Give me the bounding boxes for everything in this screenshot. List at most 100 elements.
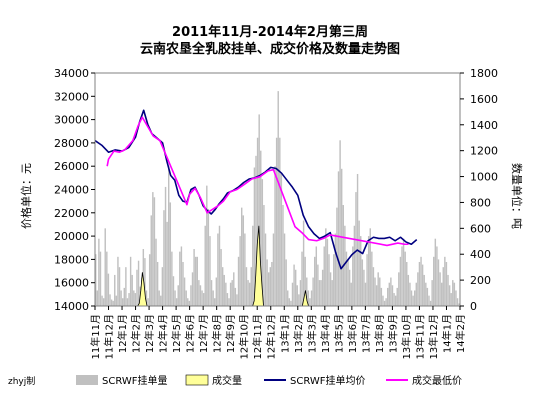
bar-listing-volume [418,261,421,306]
x-tick-label: 13年6月 [346,314,359,353]
bar-listing-volume [210,280,213,306]
bar-listing-volume [193,249,195,306]
bar-listing-volume [239,236,241,306]
bar-listing-volume [287,290,289,306]
bar-listing-volume [288,298,291,306]
bar-listing-volume [137,260,140,306]
bar-listing-volume [347,259,349,306]
bar-listing-volume [147,298,149,306]
bar-listing-volume [290,300,292,306]
bar-listing-volume [241,207,243,306]
bar-listing-volume [204,225,206,306]
bar-listing-volume [436,246,438,306]
bar-listing-volume [248,282,251,306]
bar-listing-volume [225,282,227,306]
bar-listing-volume [214,298,216,306]
bar-listing-volume [221,267,224,306]
bar-listing-volume [366,254,368,306]
bar-listing-volume [429,300,432,306]
bar-listing-volume [333,254,335,306]
bar-listing-volume [339,140,341,306]
bar-listing-volume [334,233,337,306]
x-tick-label: 13年4月 [319,314,332,353]
bar-listing-volume [396,287,398,306]
bar-listing-volume [148,254,151,306]
bar-listing-volume [260,150,262,306]
x-tick-label: 14年2月 [454,314,467,353]
bar-listing-volume [385,298,387,306]
bar-listing-volume [344,225,346,306]
plot-layer [94,73,460,307]
bar-listing-volume [101,295,103,306]
bar-listing-volume [355,192,357,306]
bar-listing-volume [136,269,138,306]
bar-listing-volume [329,272,332,306]
bar-listing-volume [131,274,133,306]
bar-listing-volume [301,251,303,306]
x-tick-label: 12年2月 [130,314,143,353]
bar-listing-volume [118,267,121,306]
bar-listing-volume [442,267,444,306]
bar-listing-volume [212,290,214,306]
y-right-tick-label: 1000 [470,171,498,184]
bar-listing-volume [217,233,219,306]
bar-listing-volume [207,208,210,306]
chart-title-line2: 云南农垦全乳胶挂单、成交价格及数量走势图 [140,41,400,57]
bar-listing-volume [182,261,184,306]
y-right-tick-label: 1200 [470,145,498,158]
bar-listing-volume [245,267,248,306]
bar-listing-volume [360,236,362,306]
bar-listing-volume [199,285,202,306]
bar-listing-volume [158,290,160,306]
x-tick-label: 13年10月 [400,314,413,359]
y-left-tick-label: 20000 [54,230,89,243]
bar-listing-volume [253,167,256,306]
bar-listing-volume [242,215,245,306]
bar-listing-volume [372,267,375,306]
bar-listing-volume [194,256,197,306]
y-left-tick-label: 26000 [54,160,89,173]
bar-listing-volume [420,256,422,306]
bar-listing-volume [112,300,114,306]
bar-listing-volume [95,254,97,306]
bar-listing-volume [456,298,459,306]
bar-listing-volume [160,295,162,306]
bar-listing-volume [129,256,132,306]
y-right-label: 数量单位：吨 [510,163,524,229]
bar-listing-volume [394,295,397,306]
bar-listing-volume [152,192,154,306]
legend: zhyj制 SCRWF挂单量 成交量 SCRWF挂单均价 成交最低价 [8,374,462,387]
bar-listing-volume [398,272,400,306]
bar-listing-volume [314,256,316,306]
bar-listing-volume [196,256,198,306]
bar-listing-volume [255,155,257,306]
bar-listing-volume [406,261,408,306]
bar-listing-volume [271,261,273,306]
bar-listing-volume [337,171,340,306]
bar-listing-volume [125,267,127,306]
bar-listing-volume [304,256,306,306]
bar-listing-volume [250,267,252,306]
bar-listing-volume [388,282,391,306]
bar-listing-volume [279,137,281,306]
bar-listing-volume [283,233,286,306]
bar-listing-volume [177,285,179,306]
bar-listing-volume [179,251,181,306]
bar-listing-volume [361,259,364,306]
x-tick-label: 12年8月 [211,314,224,353]
legend-label: 成交最低价 [412,374,462,387]
bar-listing-volume [345,251,348,306]
y-right-tick-label: 1600 [470,93,498,106]
bar-listing-volume [431,280,433,306]
x-tick-label: 13年11月 [413,314,426,359]
bar-listing-volume [164,186,167,306]
bar-listing-volume [421,264,424,306]
x-tick-label: 13年2月 [292,314,305,353]
bar-listing-volume [144,258,146,306]
bar-listing-volume [264,233,267,306]
bar-listing-volume [425,282,427,306]
bar-listing-volume [309,298,311,306]
bar-listing-volume [328,254,330,306]
bar-listing-volume [445,261,448,306]
bar-listing-volume [413,290,416,306]
